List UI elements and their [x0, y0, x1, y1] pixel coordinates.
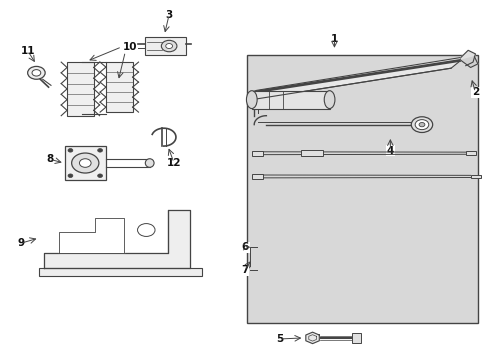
- Circle shape: [98, 149, 102, 152]
- Text: 2: 2: [471, 87, 478, 98]
- Circle shape: [98, 174, 102, 177]
- Polygon shape: [59, 217, 124, 253]
- Bar: [251, 91, 329, 109]
- Circle shape: [68, 149, 73, 152]
- Bar: [67, 62, 94, 116]
- Circle shape: [137, 224, 155, 237]
- Text: 6: 6: [242, 242, 248, 252]
- Text: 3: 3: [165, 10, 172, 19]
- Polygon shape: [305, 332, 319, 343]
- Ellipse shape: [145, 159, 154, 167]
- Text: 8: 8: [46, 154, 54, 164]
- Text: 4: 4: [386, 146, 393, 156]
- Text: 12: 12: [166, 158, 181, 168]
- Bar: [351, 333, 360, 342]
- Bar: [252, 174, 263, 179]
- Bar: [469, 175, 480, 178]
- Bar: [39, 267, 202, 276]
- Circle shape: [32, 69, 41, 76]
- Bar: [300, 150, 322, 156]
- Ellipse shape: [246, 91, 257, 109]
- Polygon shape: [460, 50, 474, 66]
- Text: 7: 7: [240, 265, 248, 275]
- Bar: [106, 62, 132, 112]
- Circle shape: [414, 120, 428, 130]
- Bar: [252, 151, 263, 156]
- Circle shape: [68, 174, 73, 177]
- Text: 11: 11: [21, 46, 35, 57]
- Bar: [64, 146, 106, 180]
- Ellipse shape: [324, 91, 334, 109]
- Text: 10: 10: [123, 42, 137, 52]
- Circle shape: [165, 44, 172, 49]
- Text: 1: 1: [330, 33, 337, 44]
- Circle shape: [410, 117, 432, 132]
- Circle shape: [161, 40, 177, 52]
- Circle shape: [418, 122, 424, 127]
- Circle shape: [72, 153, 99, 173]
- Bar: [144, 37, 186, 55]
- Circle shape: [79, 159, 91, 167]
- Bar: [465, 152, 475, 155]
- Circle shape: [28, 66, 45, 79]
- Polygon shape: [251, 58, 460, 99]
- Text: 9: 9: [17, 238, 24, 248]
- Bar: [246, 55, 477, 323]
- Text: 5: 5: [275, 334, 283, 344]
- Polygon shape: [44, 210, 190, 267]
- Polygon shape: [460, 57, 477, 67]
